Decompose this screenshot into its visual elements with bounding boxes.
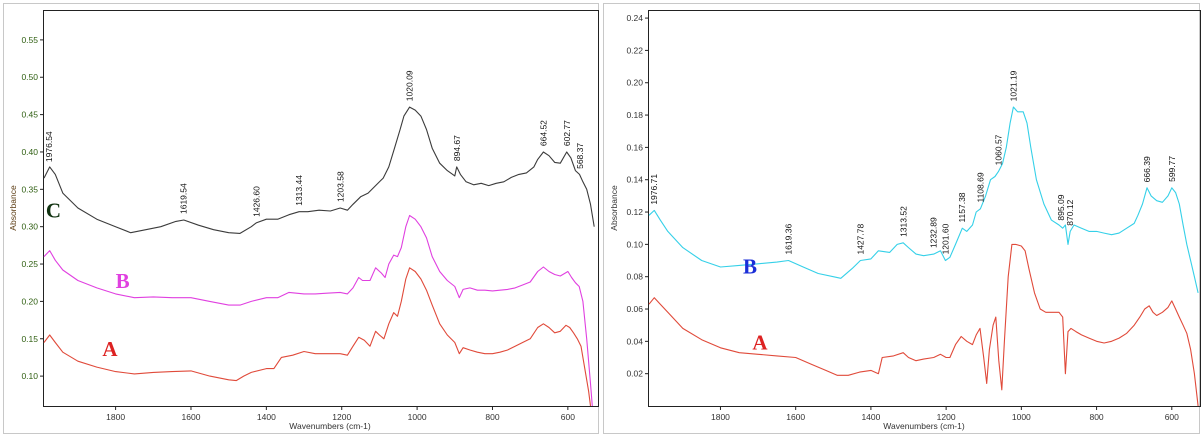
- right-chart-layer: 1800 1600 1400 1200 1000 800 600 0.02 0.04 0.06 0.…: [626, 13, 1199, 422]
- left-y-axis-title: Absorbance: [8, 185, 18, 231]
- left-y-tick-label: 0.35: [21, 184, 38, 194]
- right-x-tick-label: 1800: [711, 412, 730, 422]
- left-peak-label: 894.67: [452, 135, 462, 161]
- left-peak-label: 1203.58: [335, 171, 345, 202]
- right-peak-label: 1427.78: [855, 224, 865, 255]
- left-x-tick-label: 1000: [408, 412, 427, 422]
- right-y-tick-label: 0.24: [626, 13, 643, 23]
- right-y-tick-label: 0.14: [626, 175, 643, 185]
- right-y-tick-label: 0.10: [626, 239, 643, 249]
- left-series-B-line: [43, 214, 593, 407]
- left-y-tick-label: 0.25: [21, 259, 38, 269]
- left-x-tick-label: 1600: [182, 412, 201, 422]
- right-x-axis-title: Wavenumbers (cm-1): [883, 421, 965, 431]
- left-peak-label: 1426.60: [251, 186, 261, 217]
- right-peak-label: 1157.38: [957, 192, 967, 222]
- right-peak-label: 1021.19: [1008, 70, 1018, 101]
- right-y-tick-label: 0.18: [626, 110, 643, 120]
- left-series-B-label: B: [116, 269, 130, 293]
- right-peak-label: 666.39: [1142, 156, 1152, 182]
- right-peak-label: 1060.57: [994, 134, 1004, 165]
- right-peak-label: 1201.60: [941, 223, 951, 254]
- left-x-axis-title: Wavenumbers (cm-1): [289, 421, 371, 431]
- left-x-tick-label: 800: [485, 412, 499, 422]
- right-series-A-line: [648, 243, 1199, 407]
- left-y-tick-label: 0.55: [21, 35, 38, 45]
- left-peak-label: 1020.09: [405, 70, 415, 101]
- right-x-tick-label: 1000: [1012, 412, 1031, 422]
- left-peak-label: 1619.54: [179, 183, 189, 214]
- right-x-tick-label: 1200: [937, 412, 956, 422]
- right-plot-area: [648, 10, 1201, 407]
- left-series-A-label: A: [102, 337, 118, 361]
- left-y-tick-label: 0.30: [21, 222, 38, 232]
- right-y-tick-label: 0.06: [626, 304, 643, 314]
- left-x-tick-label: 1800: [106, 412, 125, 422]
- right-peak-label: 1108.69: [975, 172, 985, 202]
- right-y-tick-label: 0.04: [626, 336, 643, 346]
- left-y-tick-label: 0.15: [21, 334, 38, 344]
- right-series-B-line: [648, 106, 1199, 294]
- right-x-tick-label: 600: [1165, 412, 1179, 422]
- left-y-tick-label: 0.20: [21, 296, 38, 306]
- right-peak-label: 1313.52: [898, 206, 908, 237]
- right-x-tick-label: 1600: [786, 412, 805, 422]
- right-panel-frame: [603, 3, 1200, 434]
- right-x-tick-label: 1400: [861, 412, 880, 422]
- left-x-tick-label: 1200: [332, 412, 351, 422]
- right-y-axis-title: Absorbance: [609, 185, 619, 231]
- left-plot-area: [43, 10, 599, 407]
- right-y-tick-label: 0.12: [626, 207, 643, 217]
- left-chart-layer: 1800 1600 1400 1200 1000 800 600 0.10 0.15 0.20 0.…: [21, 35, 595, 422]
- right-y-tick-label: 0.02: [626, 369, 643, 379]
- left-y-tick-label: 0.45: [21, 110, 38, 120]
- right-x-tick-label: 800: [1089, 412, 1103, 422]
- right-peak-label: 599.77: [1167, 156, 1177, 182]
- left-series-C-label: C: [46, 199, 61, 223]
- left-series-C-line: [43, 106, 595, 234]
- left-peak-label: 664.52: [539, 120, 549, 146]
- left-series-A-line: [43, 267, 592, 407]
- left-y-tick-label: 0.50: [21, 72, 38, 82]
- left-peak-label: 568.37: [575, 143, 585, 169]
- right-peak-label: 1976.71: [649, 174, 659, 205]
- right-series-A-label: A: [752, 330, 768, 354]
- right-y-tick-label: 0.16: [626, 142, 643, 152]
- right-peak-label: 1232.89: [929, 217, 939, 248]
- right-y-tick-label: 0.22: [626, 45, 643, 55]
- right-peak-label: 870.12: [1065, 199, 1075, 225]
- left-peak-label: 1313.44: [294, 175, 304, 206]
- left-peak-label: 602.77: [562, 120, 572, 146]
- left-y-tick-label: 0.40: [21, 147, 38, 157]
- left-panel-frame: [3, 3, 599, 434]
- right-series-B-label: B: [743, 254, 757, 278]
- right-y-tick-label: 0.20: [626, 78, 643, 88]
- left-x-tick-label: 600: [561, 412, 575, 422]
- right-peak-label: 1619.36: [783, 224, 793, 255]
- left-peak-label: 1976.54: [44, 131, 54, 162]
- left-x-tick-label: 1400: [257, 412, 276, 422]
- right-y-tick-label: 0.08: [626, 272, 643, 282]
- right-peak-label: 895.09: [1056, 194, 1066, 220]
- left-y-tick-label: 0.10: [21, 371, 38, 381]
